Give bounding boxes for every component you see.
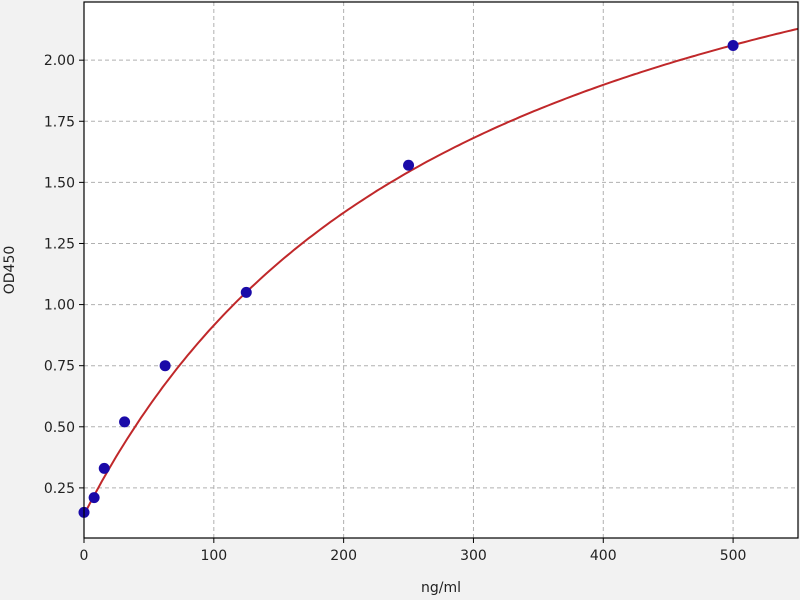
axes-frame (83, 1, 799, 539)
data-point (240, 286, 252, 298)
data-point (159, 360, 171, 372)
y-tick-label: 1.75 (44, 114, 75, 130)
y-ticks: 0.25 0.50 0.75 1.00 1.25 1.50 1.75 2.00 (44, 53, 84, 497)
x-axis-label: ng/ml (421, 580, 461, 596)
x-ticks: 0 100 200 300 400 500 (80, 538, 747, 564)
fit-curve (83, 27, 799, 516)
y-tick-label: 0.75 (44, 359, 75, 375)
data-point (88, 492, 100, 504)
data-point (403, 159, 415, 171)
y-tick-label: 0.25 (44, 481, 75, 497)
x-tick-label: 500 (720, 548, 747, 564)
x-tick-label: 100 (200, 548, 227, 564)
grid (84, 2, 798, 538)
data-point (98, 462, 110, 474)
y-tick-label: 1.50 (44, 175, 75, 191)
fit-curve-group (83, 27, 799, 516)
data-point (119, 416, 131, 428)
y-axis-label: OD450 (2, 246, 18, 295)
x-tick-label: 300 (460, 548, 487, 564)
axes (83, 1, 799, 539)
x-tick-label: 200 (330, 548, 357, 564)
x-tick-label: 400 (590, 548, 617, 564)
y-tick-label: 1.00 (44, 298, 75, 314)
data-points (78, 40, 739, 518)
y-tick-label: 1.25 (44, 236, 75, 252)
data-point (727, 40, 739, 52)
plot-area (84, 2, 798, 538)
y-tick-label: 0.50 (44, 420, 75, 436)
y-tick-label: 2.00 (44, 53, 75, 69)
x-tick-label: 0 (80, 548, 89, 564)
